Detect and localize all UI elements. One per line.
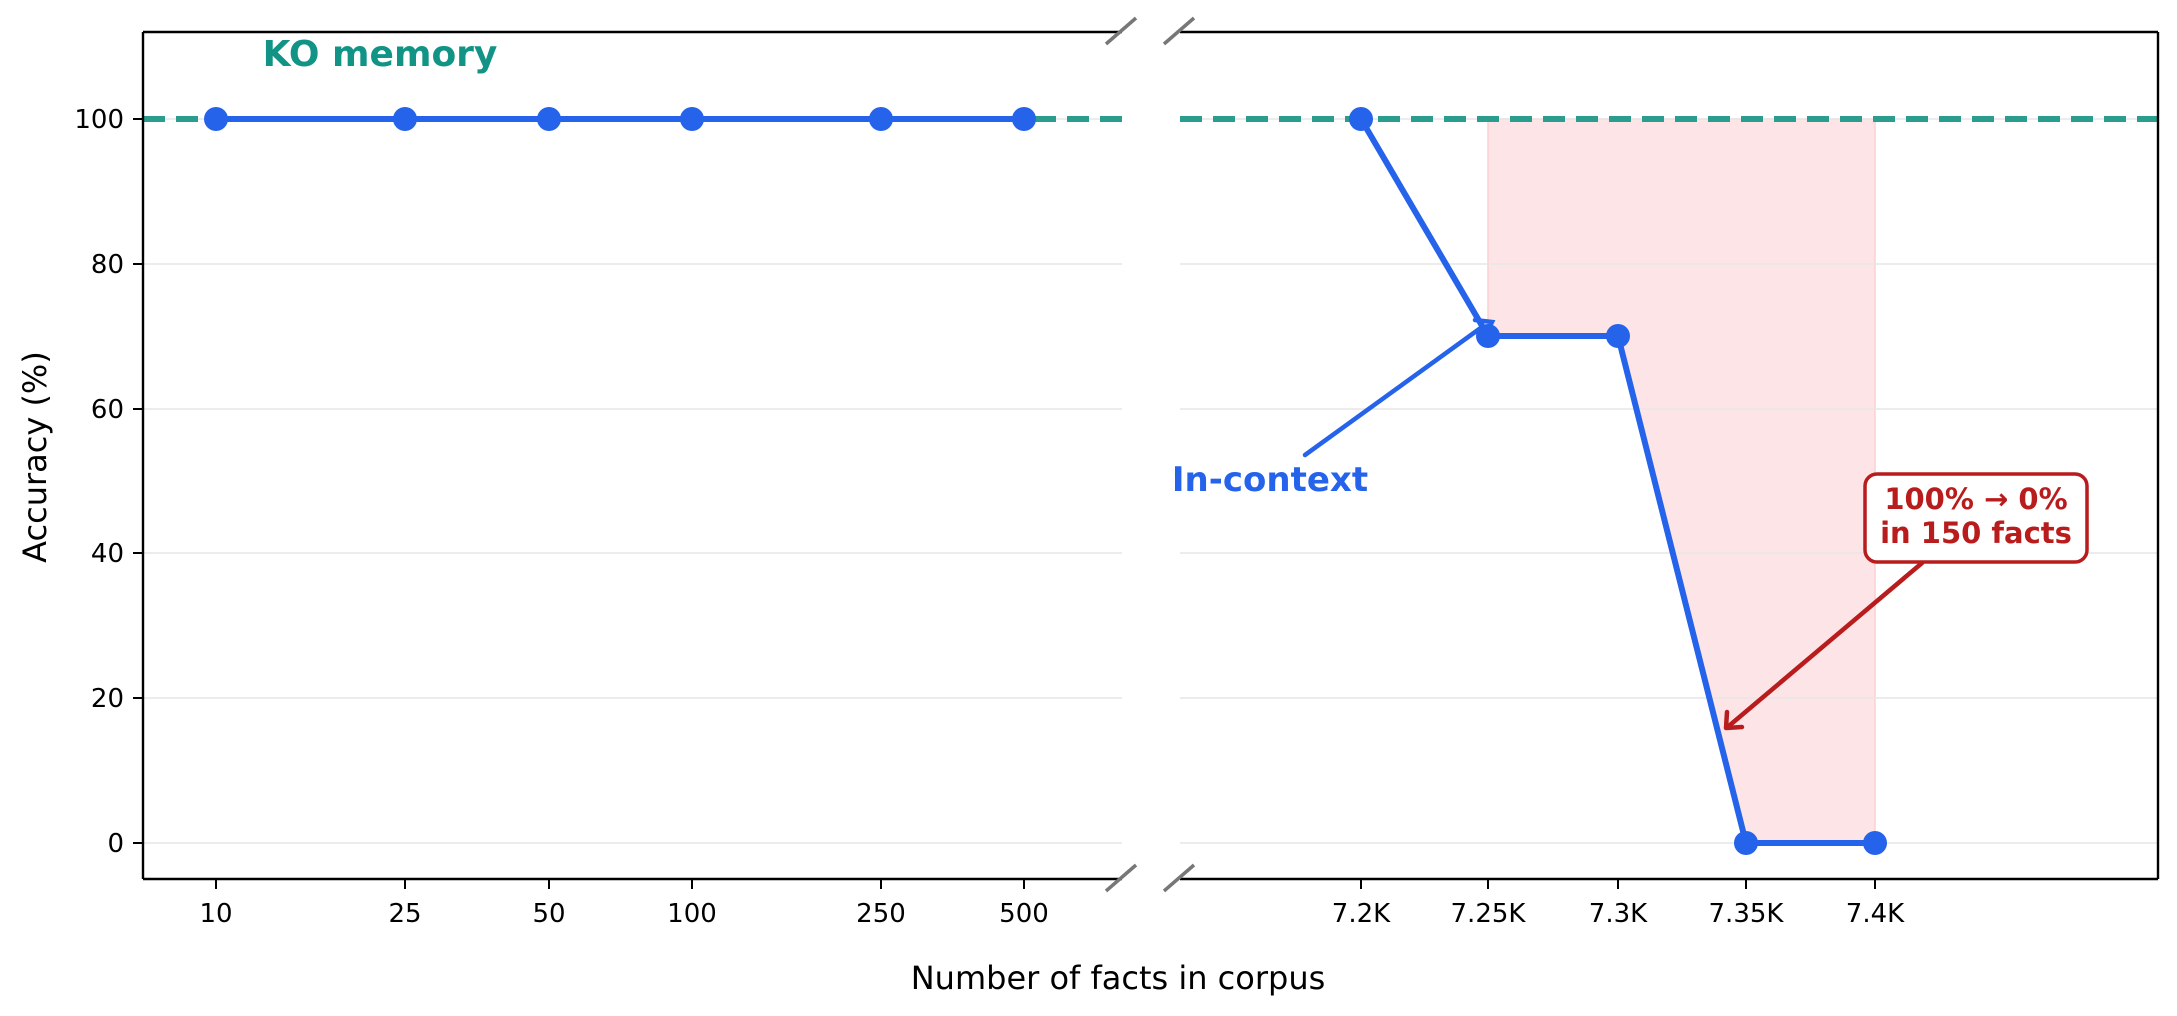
x-tick-label: 500 xyxy=(999,899,1049,929)
y-tick-label: 100 xyxy=(74,105,124,135)
x-tick-label: 25 xyxy=(388,899,421,929)
data-point xyxy=(393,107,417,131)
left-spines xyxy=(141,30,1122,881)
x-tick-label: 250 xyxy=(856,899,906,929)
x-tick-label: 7.35K xyxy=(1709,899,1785,929)
right-markers xyxy=(1349,107,1887,855)
axis-break-marks xyxy=(1104,16,1196,893)
data-point xyxy=(1863,831,1887,855)
x-tick-label: 100 xyxy=(667,899,717,929)
in-context-label: In-context xyxy=(1172,460,1368,500)
left-x-axis-ticks: 10 25 50 100 250 500 xyxy=(199,879,1049,929)
left-markers xyxy=(204,107,1036,131)
drop-arrow xyxy=(1727,560,1925,728)
drop-annotation-line1: 100% → 0% xyxy=(1884,482,2067,516)
x-tick-label: 50 xyxy=(532,899,565,929)
data-point xyxy=(1012,107,1036,131)
x-tick-label: 7.25K xyxy=(1451,899,1527,929)
collapse-shaded-region xyxy=(1487,118,1876,844)
y-tick-label: 20 xyxy=(91,684,124,714)
x-tick-label: 7.2K xyxy=(1332,899,1391,929)
arrowhead-icon xyxy=(1472,317,1496,339)
y-tick-label: 60 xyxy=(91,395,124,425)
data-point xyxy=(1476,324,1500,348)
y-tick-label: 40 xyxy=(91,539,124,569)
data-point xyxy=(204,107,228,131)
x-tick-label: 10 xyxy=(199,899,232,929)
data-point xyxy=(869,107,893,131)
data-point xyxy=(680,107,704,131)
drop-annotation-line2: in 150 facts xyxy=(1880,516,2072,550)
y-tick-label: 0 xyxy=(107,829,124,859)
data-point xyxy=(1349,107,1373,131)
in-context-arrow xyxy=(1302,324,1485,458)
in-context-annotation: In-context xyxy=(1172,317,1496,500)
data-point xyxy=(537,107,561,131)
data-point xyxy=(1606,324,1630,348)
x-tick-label: 7.4K xyxy=(1846,899,1905,929)
right-x-axis-ticks: 7.2K 7.25K 7.3K 7.35K 7.4K xyxy=(1332,879,1905,929)
drop-annotation: 100% → 0% in 150 facts xyxy=(1723,472,2089,731)
y-axis-label: Accuracy (%) xyxy=(16,351,54,563)
right-spines xyxy=(1180,30,2160,881)
drop-annotation-box xyxy=(1863,472,2089,564)
y-axis-ticks: 0 20 40 60 80 100 xyxy=(74,105,143,859)
right-panel: 7.2K 7.25K 7.3K 7.35K 7.4K In-context 10… xyxy=(1172,30,2160,929)
arrowhead-icon xyxy=(1723,709,1745,731)
left-gridlines xyxy=(143,118,1122,844)
data-point xyxy=(1734,831,1758,855)
left-panel: 0 20 40 60 80 100 10 25 50 100 250 500 K… xyxy=(74,30,1122,929)
x-tick-label: 7.3K xyxy=(1589,899,1648,929)
ko-memory-label: KO memory xyxy=(263,34,498,75)
y-tick-label: 80 xyxy=(91,250,124,280)
x-axis-label: Number of facts in corpus xyxy=(911,959,1326,997)
